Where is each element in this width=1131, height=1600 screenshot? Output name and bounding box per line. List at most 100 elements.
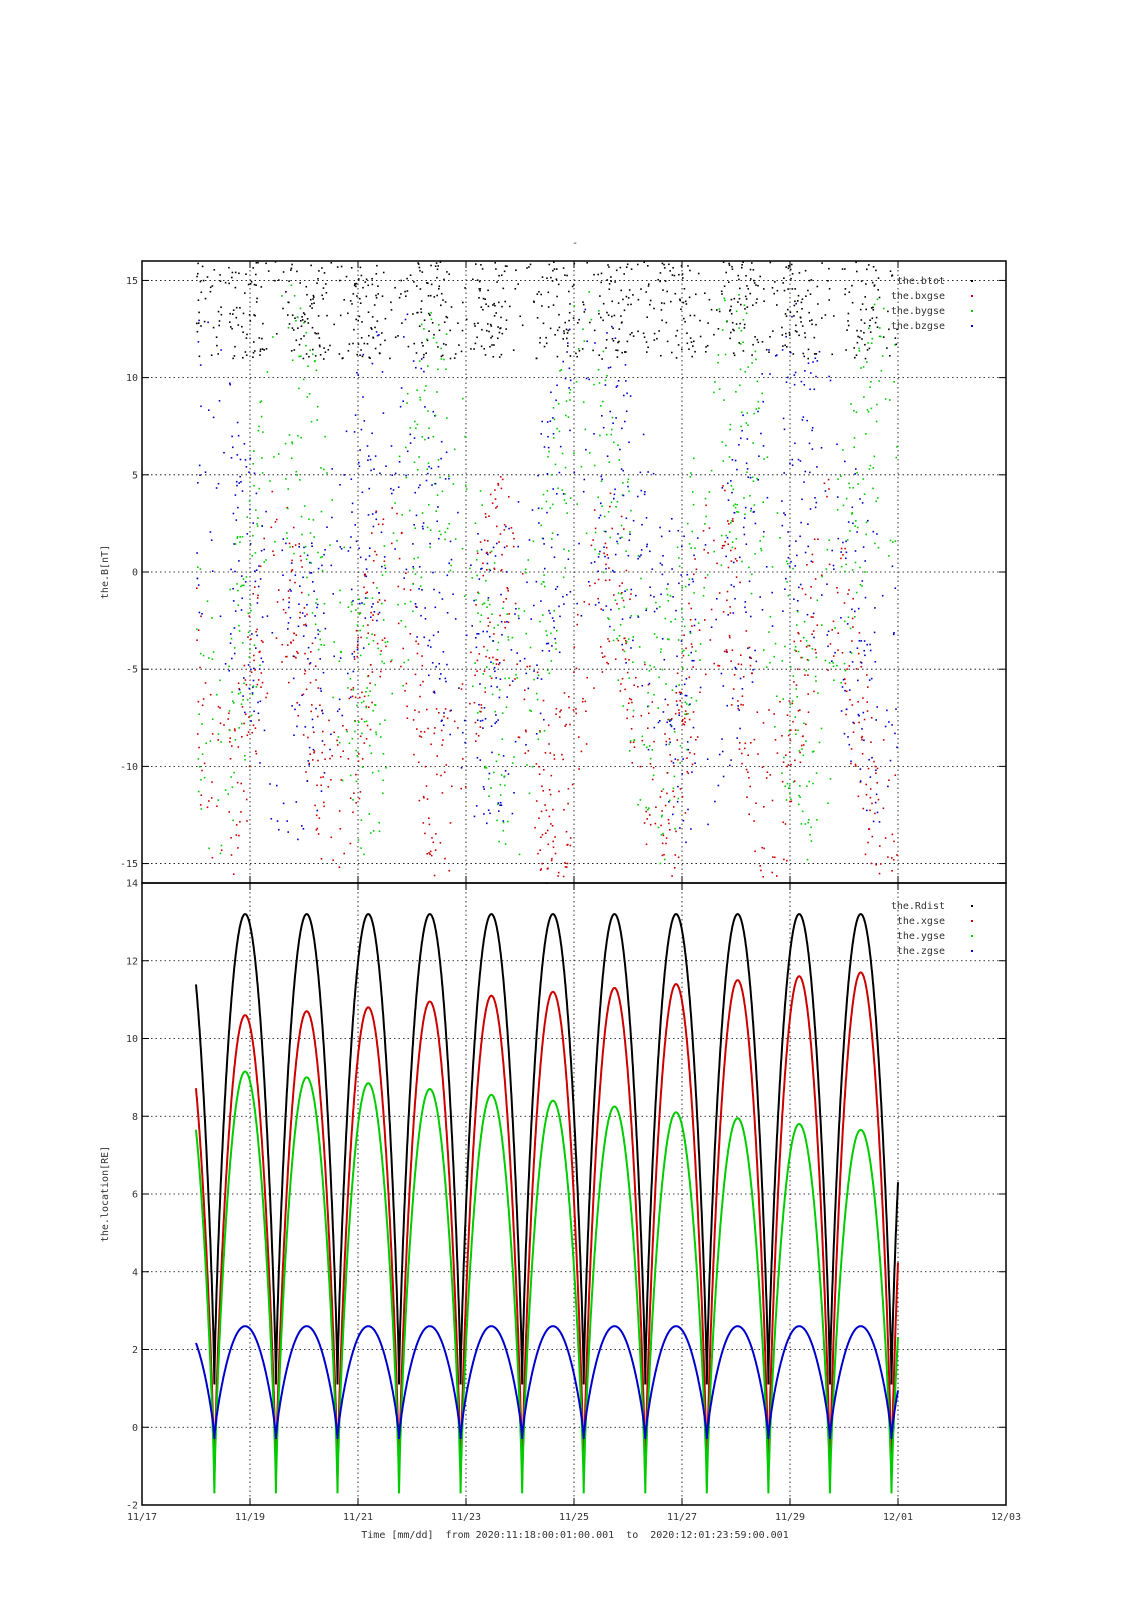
- point-the-bzgse: [375, 518, 378, 521]
- point-the-bxgse: [487, 617, 489, 619]
- point-the-bzgse: [372, 603, 374, 605]
- point-the-bzgse: [495, 677, 497, 679]
- point-the-bzgse: [876, 706, 878, 708]
- point-the-btot: [688, 296, 691, 299]
- point-the-bxgse: [524, 752, 527, 754]
- point-the-bzgse: [218, 400, 221, 402]
- point-the-bygse: [474, 522, 477, 524]
- point-the-bxgse: [795, 684, 798, 686]
- point-the-bxgse: [789, 729, 792, 731]
- point-the-bxgse: [851, 617, 854, 620]
- point-the-bygse: [356, 704, 358, 707]
- point-the-btot: [785, 266, 787, 268]
- point-the-bxgse: [690, 607, 692, 610]
- point-the-btot: [482, 297, 485, 300]
- point-the-bygse: [598, 310, 600, 312]
- point-the-bxgse: [814, 648, 817, 651]
- point-the-bxgse: [563, 809, 565, 811]
- point-the-bzgse: [696, 537, 699, 539]
- point-the-bygse: [857, 483, 859, 485]
- point-the-bzgse: [238, 560, 240, 562]
- point-the-bzgse: [568, 367, 571, 370]
- point-the-bygse: [250, 714, 253, 717]
- point-the-bxgse: [423, 796, 425, 799]
- point-the-bzgse: [876, 811, 879, 814]
- point-the-btot: [436, 276, 438, 279]
- point-the-bzgse: [357, 640, 359, 643]
- point-the-bzgse: [678, 714, 680, 716]
- point-the-bygse: [269, 480, 271, 482]
- point-the-btot: [436, 294, 438, 297]
- point-the-bxgse: [480, 710, 482, 713]
- point-the-bxgse: [560, 709, 562, 711]
- point-the-bxgse: [244, 713, 247, 716]
- point-the-bxgse: [238, 834, 240, 837]
- point-the-bzgse: [375, 331, 378, 333]
- point-the-bygse: [637, 615, 639, 617]
- point-the-bxgse: [380, 650, 382, 652]
- point-the-bygse: [303, 321, 305, 324]
- point-the-bygse: [755, 408, 758, 410]
- point-the-btot: [664, 280, 667, 282]
- point-the-bygse: [444, 538, 446, 541]
- point-the-bxgse: [795, 650, 797, 652]
- point-the-bygse: [840, 565, 843, 568]
- point-the-bxgse: [435, 708, 438, 710]
- point-the-bzgse: [894, 732, 896, 735]
- point-the-bzgse: [609, 410, 611, 413]
- point-the-btot: [621, 321, 623, 323]
- point-the-bygse: [413, 461, 416, 464]
- point-the-bygse: [486, 666, 488, 668]
- point-the-bygse: [682, 618, 684, 621]
- point-the-bxgse: [551, 825, 554, 827]
- point-the-bxgse: [336, 739, 338, 742]
- point-the-bzgse: [330, 733, 332, 736]
- point-the-bygse: [236, 535, 239, 538]
- point-the-bygse: [889, 399, 891, 401]
- point-the-bxgse: [414, 673, 417, 676]
- point-the-btot: [856, 329, 858, 332]
- point-the-bxgse: [771, 871, 773, 874]
- point-the-bxgse: [483, 670, 486, 672]
- point-the-bygse: [580, 465, 583, 468]
- point-the-bxgse: [290, 570, 293, 572]
- time-x-ticks: 11/17 11/19 11/21 11/23 11/25 11/27 11/29 12/01…: [127, 1512, 1021, 1523]
- point-the-btot: [567, 345, 569, 347]
- point-the-bxgse: [322, 776, 324, 778]
- point-the-bygse: [851, 513, 853, 515]
- point-the-bzgse: [761, 609, 764, 611]
- point-the-bzgse: [556, 493, 558, 495]
- point-the-bygse: [376, 587, 378, 589]
- point-the-btot: [791, 273, 794, 275]
- point-the-bxgse: [313, 731, 315, 734]
- point-the-bzgse: [287, 628, 289, 630]
- point-the-bxgse: [254, 669, 256, 671]
- point-the-bygse: [615, 506, 617, 508]
- point-the-bygse: [619, 624, 622, 626]
- bfield-ylabel: the.B[nT]: [100, 545, 111, 599]
- point-the-bxgse: [375, 553, 378, 556]
- point-the-bygse: [379, 723, 381, 725]
- point-the-bygse: [540, 524, 542, 527]
- point-the-bxgse: [364, 573, 367, 576]
- point-the-bxgse: [339, 756, 342, 758]
- point-the-bxgse: [896, 854, 898, 856]
- point-the-bygse: [496, 819, 498, 822]
- point-the-bzgse: [321, 740, 324, 742]
- point-the-bxgse: [621, 582, 623, 584]
- point-the-bzgse: [876, 533, 878, 535]
- point-the-bzgse: [810, 372, 812, 374]
- point-the-bygse: [565, 400, 568, 402]
- point-the-btot: [618, 340, 620, 343]
- point-the-bzgse: [566, 594, 568, 596]
- point-the-bzgse: [293, 734, 295, 736]
- point-the-btot: [742, 261, 744, 263]
- point-the-bzgse: [637, 616, 640, 618]
- point-the-bygse: [429, 529, 432, 531]
- point-the-bxgse: [844, 547, 846, 550]
- point-the-btot: [446, 271, 448, 273]
- point-the-bxgse: [294, 581, 296, 584]
- point-the-bygse: [594, 531, 597, 534]
- point-the-bzgse: [661, 564, 663, 566]
- x-tick-label: 11/21: [343, 1512, 373, 1523]
